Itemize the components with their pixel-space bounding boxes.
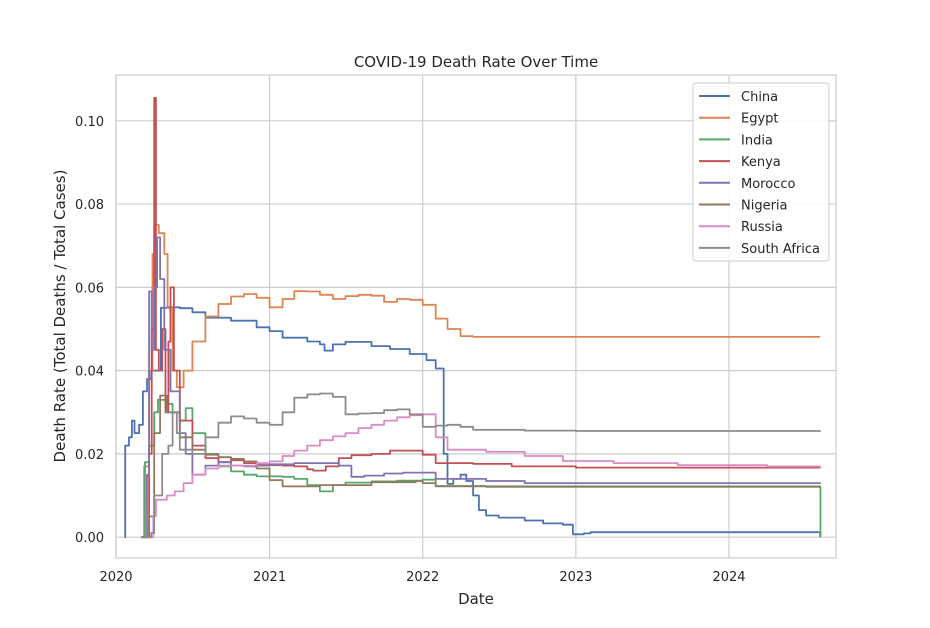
legend-label-china: China xyxy=(741,90,778,105)
y-tick-label: 0.02 xyxy=(75,448,104,463)
legend-label-egypt: Egypt xyxy=(741,112,779,127)
legend-label-russia: Russia xyxy=(741,220,783,235)
x-tick-label: 2021 xyxy=(253,570,286,585)
x-tick-label: 2020 xyxy=(99,570,132,585)
y-tick-label: 0.00 xyxy=(75,531,104,546)
legend-frame xyxy=(692,82,830,262)
x-tick-label: 2022 xyxy=(406,570,439,585)
y-tick-label: 0.10 xyxy=(75,115,104,130)
y-axis-title: Death Rate (Total Deaths / Total Cases) xyxy=(51,170,69,463)
chart-title: COVID-19 Death Rate Over Time xyxy=(354,53,598,71)
x-axis-ticks: 2020 2021 2022 2023 2024 xyxy=(99,570,745,585)
legend-label-nigeria: Nigeria xyxy=(741,199,788,214)
legend-label-kenya: Kenya xyxy=(741,155,781,170)
series-line-egypt xyxy=(141,224,821,539)
y-tick-label: 0.08 xyxy=(75,198,104,213)
x-tick-label: 2023 xyxy=(559,570,592,585)
series-line-russia xyxy=(149,413,821,539)
y-tick-label: 0.04 xyxy=(75,365,104,380)
legend: China Egypt India Kenya Morocco Nigeria Russia… xyxy=(692,82,830,262)
legend-label-morocco: Morocco xyxy=(741,177,795,192)
y-axis-ticks: 0.00 0.02 0.04 0.06 0.08 0.10 xyxy=(75,115,104,546)
legend-label-india: India xyxy=(741,133,773,148)
series-layer xyxy=(124,97,822,539)
y-tick-label: 0.06 xyxy=(75,281,104,296)
legend-label-south-africa: South Africa xyxy=(741,242,820,257)
x-tick-label: 2024 xyxy=(712,570,745,585)
legend-items: China Egypt India Kenya Morocco Nigeria Russia… xyxy=(699,90,820,257)
x-axis-title: Date xyxy=(458,590,494,608)
series-line-south-africa xyxy=(142,392,821,539)
